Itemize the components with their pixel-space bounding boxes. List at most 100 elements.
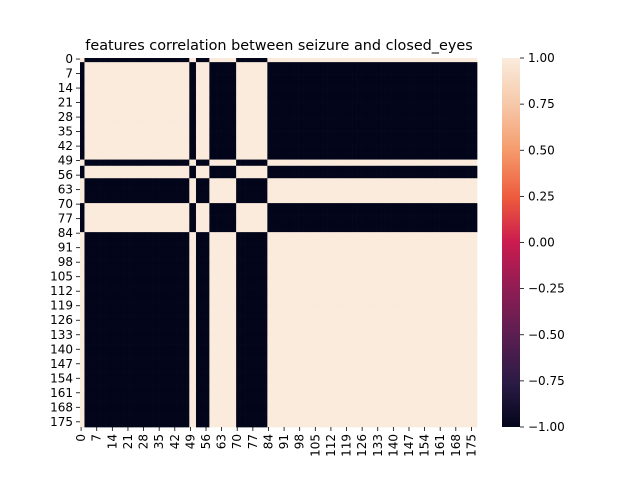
heatmap-cell	[348, 64, 351, 66]
heatmap-cell	[415, 75, 418, 77]
heatmap-cell	[301, 73, 304, 75]
heatmap-cell	[165, 93, 168, 95]
heatmap-cell	[328, 68, 331, 70]
heatmap-cell	[113, 108, 116, 110]
heatmap-cell	[330, 77, 333, 79]
heatmap-cell	[328, 104, 331, 106]
heatmap-cell	[138, 93, 141, 95]
heatmap-cell	[127, 83, 130, 85]
heatmap-cell	[444, 104, 447, 106]
heatmap-cell	[415, 95, 418, 97]
heatmap-cell	[388, 81, 391, 83]
heatmap-cell	[176, 95, 179, 97]
heatmap-cell	[299, 93, 302, 95]
heatmap-cell	[330, 97, 333, 99]
heatmap-cell	[348, 79, 351, 81]
heatmap-cell	[176, 70, 179, 72]
heatmap-cell	[223, 62, 226, 64]
heatmap-cell	[178, 68, 181, 70]
heatmap-cell	[265, 79, 268, 81]
heatmap-cell	[339, 91, 342, 93]
heatmap-cell	[330, 87, 333, 89]
heatmap-cell	[368, 58, 371, 60]
heatmap-cell	[357, 79, 360, 81]
heatmap-cell	[439, 79, 442, 81]
heatmap-cell	[174, 79, 177, 81]
heatmap-cell	[187, 68, 190, 70]
heatmap-cell	[475, 62, 478, 64]
heatmap-cell	[381, 104, 384, 106]
heatmap-cell	[421, 93, 424, 95]
heatmap-cell	[383, 58, 386, 60]
heatmap-cell	[234, 102, 237, 104]
heatmap-cell	[468, 81, 471, 83]
heatmap-cell	[247, 75, 250, 77]
heatmap-cell	[336, 73, 339, 75]
heatmap-cell	[138, 85, 141, 87]
heatmap-cell	[305, 68, 308, 70]
heatmap-cell	[129, 81, 132, 83]
heatmap-cell	[450, 60, 453, 62]
heatmap-cell	[468, 83, 471, 85]
heatmap-cell	[149, 91, 152, 93]
heatmap-cell	[419, 93, 422, 95]
heatmap-cell	[316, 60, 319, 62]
heatmap-cell	[345, 91, 348, 93]
heatmap-cell	[256, 83, 259, 85]
heatmap-cell	[348, 99, 351, 101]
heatmap-cell	[140, 91, 143, 93]
heatmap-cell	[91, 77, 94, 79]
heatmap-cell	[379, 89, 382, 91]
heatmap-cell	[209, 64, 212, 66]
heatmap-cell	[301, 87, 304, 89]
heatmap-cell	[274, 104, 277, 106]
heatmap-cell	[316, 85, 319, 87]
heatmap-cell	[100, 108, 103, 110]
heatmap-cell	[408, 104, 411, 106]
heatmap-cell	[241, 60, 244, 62]
heatmap-cell	[125, 77, 128, 79]
heatmap-cell	[332, 62, 335, 64]
heatmap-cell	[348, 62, 351, 64]
heatmap-cell	[138, 106, 141, 108]
heatmap-cell	[381, 79, 384, 81]
heatmap-cell	[403, 93, 406, 95]
heatmap-cell	[328, 83, 331, 85]
heatmap-cell	[232, 97, 235, 99]
heatmap-cell	[192, 97, 195, 99]
heatmap-cell	[272, 70, 275, 72]
heatmap-cell	[370, 85, 373, 87]
heatmap-cell	[178, 70, 181, 72]
heatmap-cell	[221, 95, 224, 97]
heatmap-cell	[258, 99, 261, 101]
heatmap-cell	[258, 70, 261, 72]
heatmap-cell	[163, 64, 166, 66]
heatmap-cell	[379, 85, 382, 87]
heatmap-cell	[187, 85, 190, 87]
heatmap-cell	[325, 83, 328, 85]
heatmap-cell	[392, 75, 395, 77]
heatmap-cell	[439, 81, 442, 83]
heatmap-cell	[225, 83, 228, 85]
heatmap-cell	[245, 58, 248, 60]
heatmap-cell	[328, 75, 331, 77]
heatmap-cell	[310, 62, 313, 64]
heatmap-cell	[127, 99, 130, 101]
heatmap-cell	[154, 89, 157, 91]
heatmap-cell	[276, 85, 279, 87]
heatmap-cell	[299, 95, 302, 97]
heatmap-cell	[89, 60, 92, 62]
heatmap-cell	[229, 95, 232, 97]
heatmap-cell	[365, 102, 368, 104]
heatmap-cell	[457, 93, 460, 95]
heatmap-cell	[147, 93, 150, 95]
heatmap-cell	[196, 85, 199, 87]
heatmap-cell	[296, 108, 299, 110]
heatmap-cell	[323, 91, 326, 93]
heatmap-cell	[466, 99, 469, 101]
heatmap-cell	[348, 93, 351, 95]
heatmap-cell	[283, 102, 286, 104]
heatmap-cell	[323, 58, 326, 60]
heatmap-cell	[368, 89, 371, 91]
heatmap-cell	[292, 85, 295, 87]
